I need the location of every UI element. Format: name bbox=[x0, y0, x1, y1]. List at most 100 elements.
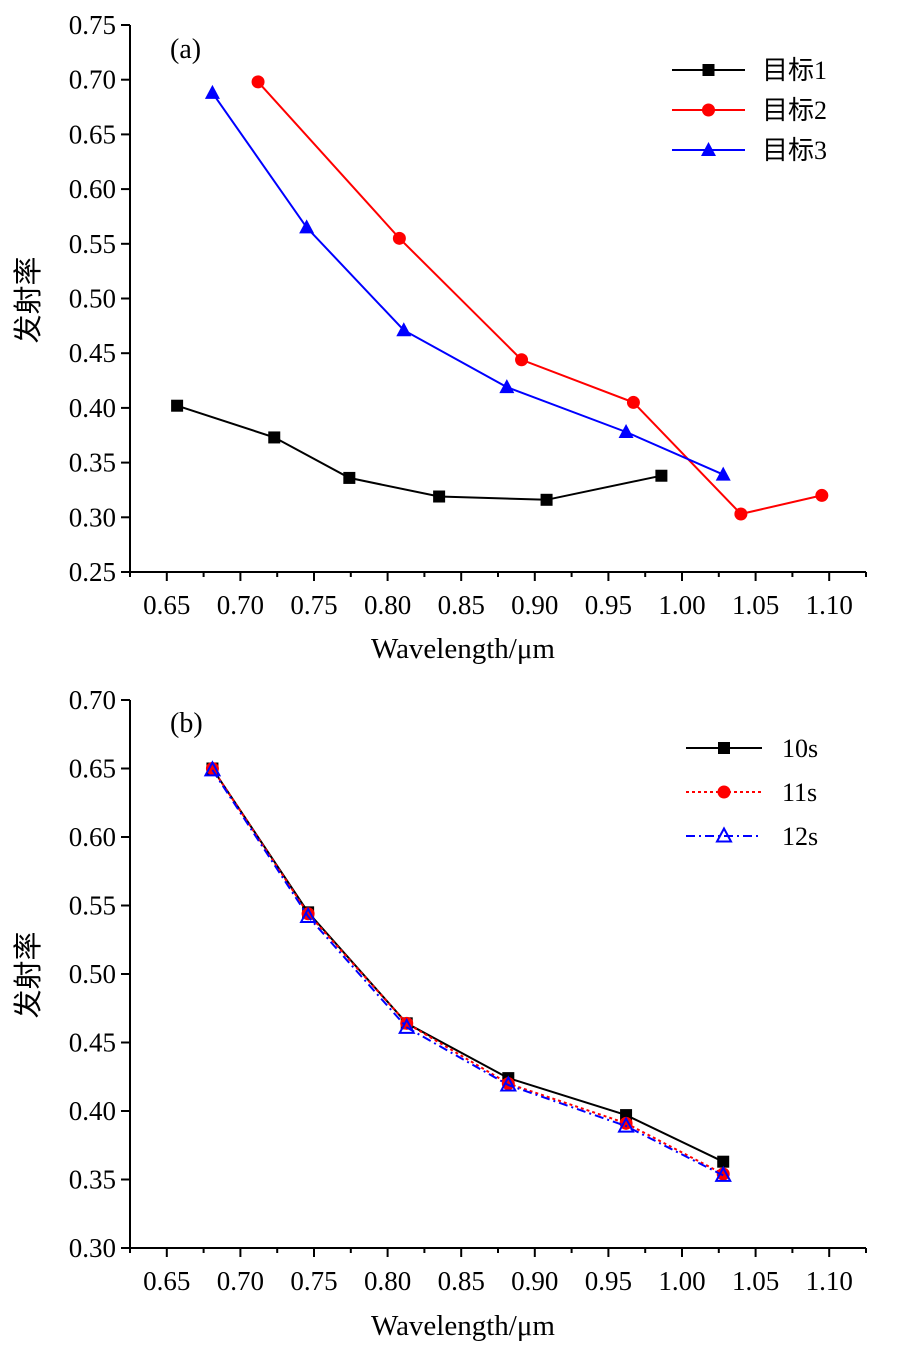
chart-panel-a: 0.25 0.30 0.35 0.40 0.45 0.50 0.55 0.60 0.65 0.70… bbox=[12, 10, 867, 665]
data-point bbox=[299, 219, 315, 234]
legend-marker bbox=[717, 785, 731, 799]
x-tick-label: 1.00 bbox=[658, 1266, 705, 1296]
series-0 bbox=[171, 399, 668, 506]
y-axis-title: 发射率 bbox=[12, 256, 45, 343]
x-axis-title: Wavelength/μm bbox=[371, 1310, 555, 1342]
data-point bbox=[734, 507, 748, 521]
data-point bbox=[343, 471, 356, 484]
x-tick-label: 0.75 bbox=[290, 590, 337, 620]
data-point bbox=[299, 906, 317, 923]
x-tick-label: 0.85 bbox=[438, 590, 485, 620]
series-1 bbox=[251, 75, 829, 521]
y-axis-title: 发射率 bbox=[12, 931, 45, 1018]
legend-label: 11s bbox=[782, 778, 817, 807]
y-tick-label: 0.70 bbox=[69, 685, 116, 715]
x-tick-label: 0.70 bbox=[217, 1266, 264, 1296]
legend-label: 12s bbox=[782, 822, 818, 851]
series-2 bbox=[203, 760, 732, 1182]
legend-label: 目标2 bbox=[762, 96, 827, 125]
data-point bbox=[392, 231, 406, 245]
data-point bbox=[618, 423, 634, 438]
legend-label: 目标3 bbox=[762, 136, 827, 165]
x-tick-label: 1.10 bbox=[806, 1266, 853, 1296]
y-tick-label: 0.45 bbox=[69, 338, 116, 368]
y-tick-label: 0.50 bbox=[69, 959, 116, 989]
series-line bbox=[257, 81, 823, 516]
x-tick-label: 1.05 bbox=[732, 590, 779, 620]
x-axis-title: Wavelength/μm bbox=[371, 633, 555, 665]
data-point bbox=[717, 1155, 730, 1168]
data-point bbox=[714, 1165, 732, 1182]
x-tick-label: 0.70 bbox=[217, 590, 264, 620]
data-point bbox=[815, 488, 829, 502]
x-tick-label: 0.65 bbox=[143, 1266, 190, 1296]
data-point bbox=[499, 1075, 517, 1092]
legend-label: 目标1 bbox=[762, 56, 827, 85]
series-line bbox=[211, 767, 724, 1175]
legend-marker bbox=[715, 826, 733, 843]
x-tick-label: 1.05 bbox=[732, 1266, 779, 1296]
data-point bbox=[203, 760, 222, 777]
x-tick-label: 0.95 bbox=[585, 1266, 632, 1296]
x-tick-label: 0.65 bbox=[143, 590, 190, 620]
data-point bbox=[398, 1017, 416, 1034]
chart-panel-b: 0.30 0.35 0.40 0.45 0.50 0.55 0.60 0.65 0.70 0.65… bbox=[12, 685, 867, 1342]
x-tick-label: 1.00 bbox=[658, 590, 705, 620]
series-line bbox=[176, 404, 662, 501]
y-tick-label: 0.60 bbox=[69, 822, 116, 852]
legend: 10s 11s 12s bbox=[686, 734, 818, 851]
y-tick-label: 0.70 bbox=[69, 65, 116, 95]
x-tick-label: 0.75 bbox=[290, 1266, 337, 1296]
data-point bbox=[617, 1116, 635, 1133]
series-2 bbox=[204, 84, 731, 481]
y-tick-label: 0.45 bbox=[69, 1028, 116, 1058]
legend: 目标1 目标2 目标3 bbox=[672, 56, 827, 165]
data-point bbox=[396, 322, 412, 337]
y-tick-label: 0.30 bbox=[69, 502, 116, 532]
y-tick-label: 0.55 bbox=[69, 891, 116, 921]
data-point bbox=[626, 395, 640, 409]
data-point bbox=[716, 1167, 730, 1181]
y-tick-label: 0.60 bbox=[69, 174, 116, 204]
panel-label: (a) bbox=[170, 34, 201, 65]
data-point bbox=[171, 399, 184, 412]
x-tick-label: 0.90 bbox=[511, 590, 558, 620]
y-tick-label: 0.50 bbox=[69, 284, 116, 314]
data-point bbox=[204, 84, 220, 99]
y-tick-label: 0.75 bbox=[69, 10, 116, 40]
legend-label: 10s bbox=[782, 734, 818, 763]
y-tick-label: 0.40 bbox=[69, 1096, 116, 1126]
legend-marker bbox=[702, 64, 715, 76]
y-tick-label: 0.65 bbox=[69, 754, 116, 784]
data-point bbox=[499, 379, 515, 394]
y-tick-label: 0.55 bbox=[69, 229, 116, 259]
legend-marker bbox=[718, 742, 730, 754]
data-point bbox=[655, 469, 668, 482]
x-tick-label: 0.90 bbox=[511, 1266, 558, 1296]
legend-marker bbox=[701, 142, 716, 156]
data-point bbox=[540, 493, 553, 506]
x-tick-label: 0.80 bbox=[364, 590, 411, 620]
data-point bbox=[268, 431, 281, 444]
series-1 bbox=[205, 762, 730, 1181]
data-point bbox=[205, 762, 219, 775]
legend-marker bbox=[702, 103, 715, 117]
data-point bbox=[715, 466, 731, 481]
data-point bbox=[515, 353, 529, 367]
data-point bbox=[251, 75, 265, 89]
y-tick-label: 0.35 bbox=[69, 448, 116, 478]
x-tick-label: 0.80 bbox=[364, 1266, 411, 1296]
x-tick-label: 0.85 bbox=[438, 1266, 485, 1296]
y-tick-label: 0.40 bbox=[69, 393, 116, 423]
x-tick-label: 0.95 bbox=[585, 590, 632, 620]
series-line bbox=[211, 767, 724, 1163]
y-tick-label: 0.30 bbox=[69, 1233, 116, 1263]
series-line bbox=[211, 769, 724, 1177]
y-tick-label: 0.35 bbox=[69, 1165, 116, 1195]
series-0 bbox=[206, 762, 730, 1168]
x-tick-label: 1.10 bbox=[806, 590, 853, 620]
y-tick-label: 0.25 bbox=[69, 557, 116, 587]
data-point bbox=[433, 490, 446, 503]
y-tick-label: 0.65 bbox=[69, 119, 116, 149]
